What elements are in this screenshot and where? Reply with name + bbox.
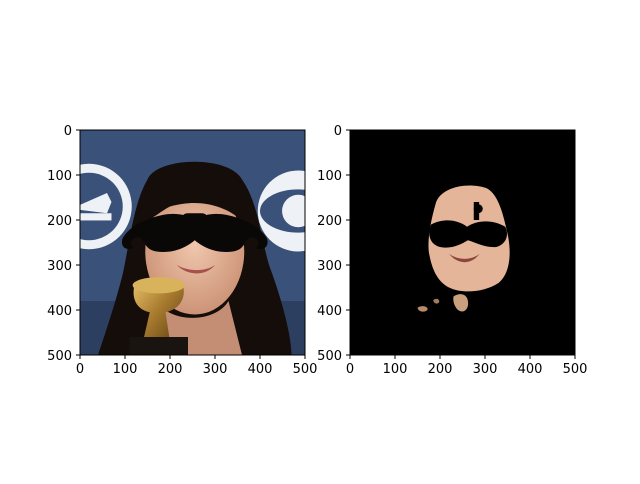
- mask-mustache: [429, 220, 508, 248]
- right-xtick-label: 500: [563, 362, 588, 377]
- right-ytick-label: 500: [317, 349, 342, 364]
- right-image: [350, 130, 575, 355]
- right-xtick-label: 200: [428, 362, 453, 377]
- right-axes-frame: [349, 129, 576, 356]
- left-ytick-label: 0: [64, 124, 72, 139]
- left-ytick-label: 100: [47, 169, 72, 184]
- left-ytick-label: 200: [47, 214, 72, 229]
- right-xtick-label: 400: [518, 362, 543, 377]
- left-xtick-label: 0: [76, 362, 84, 377]
- right-ytick-label: 100: [317, 169, 342, 184]
- right-ytick-label: 300: [317, 259, 342, 274]
- right-ytick-label: 0: [334, 124, 342, 139]
- left-axes: 0 100 200 300 400 500 0 100 200 300 400 500: [47, 124, 317, 377]
- left-xtick-label: 300: [203, 362, 228, 377]
- left-image: [80, 130, 306, 355]
- right-xtick-label: 100: [383, 362, 408, 377]
- right-xtick-label: 300: [473, 362, 498, 377]
- mustache: [121, 213, 268, 252]
- logo-right: [257, 170, 306, 252]
- left-ytick-label: 500: [47, 349, 72, 364]
- left-xtick-label: 500: [293, 362, 318, 377]
- right-ticks: 0 100 200 300 400 500 0 100 200 300 400 500: [317, 124, 587, 377]
- right-axes: 0 100 200 300 400 500 0 100 200 300 400 500: [317, 124, 587, 377]
- left-ytick-label: 400: [47, 304, 72, 319]
- right-xtick-label: 0: [346, 362, 354, 377]
- left-axes-frame: [79, 129, 306, 356]
- left-ticks: 0 100 200 300 400 500 0 100 200 300 400 500: [47, 124, 317, 377]
- logo-left: [80, 163, 132, 250]
- left-xtick-label: 200: [158, 362, 183, 377]
- right-ytick-label: 400: [317, 304, 342, 319]
- right-ytick-label: 200: [317, 214, 342, 229]
- trophy: [129, 277, 188, 355]
- left-xtick-label: 100: [113, 362, 138, 377]
- left-xtick-label: 400: [248, 362, 273, 377]
- left-ytick-label: 300: [47, 259, 72, 274]
